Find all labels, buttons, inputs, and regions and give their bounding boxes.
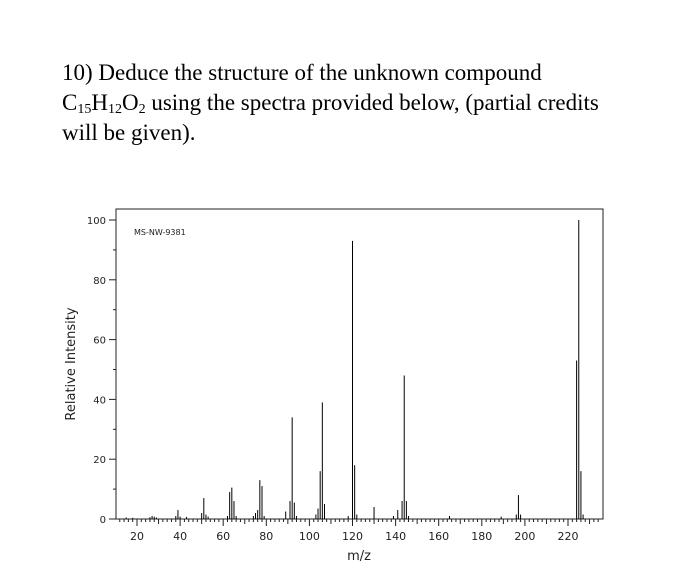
x-axis: 20 40 60 80 100 120 140 160 180 200 220 [119,519,599,543]
question-number: 10) [62,60,93,85]
y-tick-label-60: 60 [93,336,106,347]
question-line1-text: Deduce the structure of the unknown comp… [98,60,542,85]
x-tick-label-60: 60 [216,530,230,543]
x-tick-label-40: 40 [173,530,187,543]
x-tick-label-200: 200 [514,530,535,543]
x-tick-label-20: 20 [130,530,144,543]
formula-h-sub: 12 [107,102,122,117]
x-axis-label: m/z [347,549,371,564]
question-line3-text: will be given). [62,120,196,145]
question-line-1: 10) Deduce the structure of the unknown … [62,58,662,88]
x-tick-label-140: 140 [385,530,406,543]
formula-o: O [121,90,139,115]
molecular-formula: C15H12O2 [62,90,146,117]
y-tick-label-40: 40 [93,395,106,406]
formula-o-sub: 2 [138,102,146,117]
y-axis-label: Relative Intensity [64,307,79,420]
question-line-2: C15H12O2 using the spectra provided belo… [62,88,662,118]
spectrum-id-annotation: MS-NW-9381 [134,228,186,237]
x-tick-label-160: 160 [428,530,449,543]
x-tick-label-220: 220 [558,530,579,543]
question-line2-text: using the spectra provided below, (parti… [145,90,599,115]
x-tick-label-80: 80 [259,530,273,543]
x-tick-label-100: 100 [299,530,320,543]
y-tick-label-80: 80 [93,276,106,287]
peaks-group [125,220,584,519]
y-tick-label-0: 0 [100,515,106,526]
formula-c-sub: 15 [77,102,92,117]
x-tick-label-120: 120 [342,530,363,543]
y-tick-label-100: 100 [87,216,106,227]
formula-h: H [91,90,108,115]
y-tick-label-20: 20 [93,455,106,466]
question-text: 10) Deduce the structure of the unknown … [62,58,662,148]
x-tick-label-180: 180 [471,530,492,543]
y-axis: 0 20 40 60 80 100 [87,216,116,526]
formula-c: C [62,90,78,115]
plot-frame [115,208,604,520]
question-line-3: will be given). [62,118,662,148]
